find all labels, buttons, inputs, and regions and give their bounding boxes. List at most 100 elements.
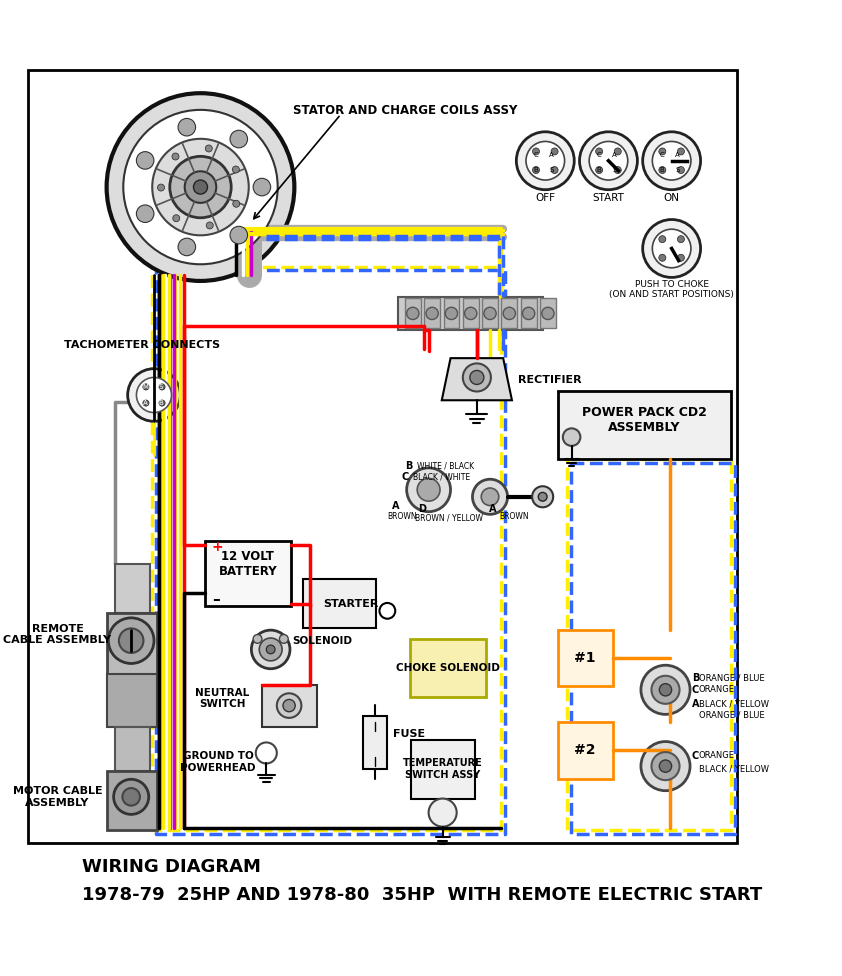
- Text: B: B: [533, 168, 538, 174]
- Circle shape: [482, 488, 498, 506]
- Circle shape: [206, 222, 213, 229]
- Circle shape: [516, 132, 574, 189]
- Polygon shape: [442, 358, 512, 400]
- Text: M: M: [142, 384, 148, 390]
- Circle shape: [589, 142, 628, 180]
- Circle shape: [532, 148, 540, 155]
- Circle shape: [143, 400, 149, 406]
- Bar: [424, 299, 440, 328]
- Circle shape: [658, 148, 666, 155]
- Circle shape: [653, 229, 691, 267]
- Bar: [115, 727, 151, 770]
- Text: TEMPERATURE
SWITCH ASSY: TEMPERATURE SWITCH ASSY: [402, 758, 482, 780]
- Bar: [115, 564, 151, 613]
- Circle shape: [122, 788, 140, 805]
- Circle shape: [470, 371, 484, 385]
- Text: BLACK / WHITE: BLACK / WHITE: [413, 472, 470, 481]
- Circle shape: [595, 148, 603, 155]
- Circle shape: [642, 132, 701, 189]
- Circle shape: [652, 752, 679, 780]
- Circle shape: [465, 307, 477, 319]
- Text: S: S: [159, 384, 163, 390]
- Circle shape: [283, 700, 296, 712]
- Bar: [205, 541, 290, 605]
- Circle shape: [380, 603, 395, 619]
- Bar: [557, 391, 732, 459]
- Text: CHOKE SOLENOID: CHOKE SOLENOID: [396, 663, 500, 672]
- Bar: [405, 299, 421, 328]
- Text: A: A: [612, 151, 617, 157]
- Bar: [303, 579, 376, 629]
- Circle shape: [259, 638, 282, 661]
- Bar: [262, 684, 317, 727]
- Circle shape: [615, 148, 621, 155]
- Circle shape: [232, 166, 239, 173]
- Circle shape: [504, 307, 515, 319]
- Bar: [463, 299, 478, 328]
- Circle shape: [417, 478, 440, 501]
- Circle shape: [641, 666, 690, 714]
- Text: C: C: [692, 751, 699, 760]
- Text: PUSH TO CHOKE
(ON AND START POSITIONS): PUSH TO CHOKE (ON AND START POSITIONS): [610, 280, 734, 300]
- Circle shape: [205, 145, 212, 152]
- Circle shape: [107, 93, 295, 281]
- Circle shape: [551, 167, 558, 174]
- Circle shape: [642, 220, 701, 277]
- Circle shape: [256, 743, 277, 763]
- Circle shape: [658, 167, 666, 174]
- Text: BROWN / YELLOW: BROWN / YELLOW: [415, 513, 483, 522]
- Bar: [557, 722, 613, 779]
- Text: B: B: [596, 168, 601, 174]
- Text: S: S: [675, 168, 680, 174]
- Circle shape: [170, 156, 232, 218]
- Text: C: C: [402, 471, 408, 481]
- Text: BLACK / YELLOW: BLACK / YELLOW: [699, 700, 769, 709]
- Bar: [411, 740, 475, 798]
- Circle shape: [532, 486, 553, 508]
- Circle shape: [277, 693, 301, 718]
- Circle shape: [114, 779, 149, 814]
- Text: B: B: [406, 461, 413, 471]
- Text: A: A: [392, 501, 400, 510]
- Text: C: C: [692, 685, 699, 695]
- Text: RECTIFIER: RECTIFIER: [518, 375, 582, 386]
- Text: ON: ON: [663, 193, 679, 203]
- Circle shape: [266, 645, 275, 654]
- Circle shape: [152, 139, 248, 235]
- Circle shape: [541, 307, 554, 319]
- Circle shape: [659, 683, 672, 696]
- Text: B: B: [692, 673, 699, 683]
- Bar: [398, 297, 542, 330]
- Bar: [410, 639, 486, 697]
- Text: ORANGE: ORANGE: [699, 685, 735, 694]
- Circle shape: [526, 142, 565, 180]
- Circle shape: [678, 148, 685, 155]
- Circle shape: [184, 171, 216, 203]
- Circle shape: [194, 180, 207, 194]
- Circle shape: [172, 153, 179, 160]
- Circle shape: [128, 369, 180, 422]
- Circle shape: [472, 479, 508, 514]
- Circle shape: [253, 634, 262, 643]
- Circle shape: [157, 184, 164, 191]
- Text: TACHOMETER CONNECTS: TACHOMETER CONNECTS: [65, 340, 221, 350]
- Circle shape: [123, 110, 278, 264]
- Text: FUSE: FUSE: [392, 729, 424, 739]
- Bar: [107, 770, 157, 831]
- Circle shape: [119, 629, 143, 653]
- Circle shape: [678, 235, 685, 243]
- Text: ORANGE / BLUE: ORANGE / BLUE: [699, 711, 765, 719]
- Text: STATOR AND CHARGE COILS ASSY: STATOR AND CHARGE COILS ASSY: [293, 104, 517, 117]
- Text: 1978-79  25HP AND 1978-80  35HP  WITH REMOTE ELECTRIC START: 1978-79 25HP AND 1978-80 35HP WITH REMOT…: [82, 886, 762, 904]
- Text: REMOTE
CABLE ASSEMBLY: REMOTE CABLE ASSEMBLY: [3, 624, 111, 645]
- Circle shape: [659, 760, 672, 772]
- Circle shape: [658, 235, 666, 243]
- Text: NEUTRAL
SWITCH: NEUTRAL SWITCH: [195, 688, 249, 710]
- Text: BROWN: BROWN: [387, 511, 417, 520]
- Bar: [540, 299, 556, 328]
- Bar: [107, 613, 157, 674]
- Text: 12 VOLT
BATTERY: 12 VOLT BATTERY: [219, 550, 277, 579]
- Circle shape: [173, 215, 180, 222]
- Text: B: B: [159, 400, 163, 406]
- Circle shape: [532, 167, 540, 174]
